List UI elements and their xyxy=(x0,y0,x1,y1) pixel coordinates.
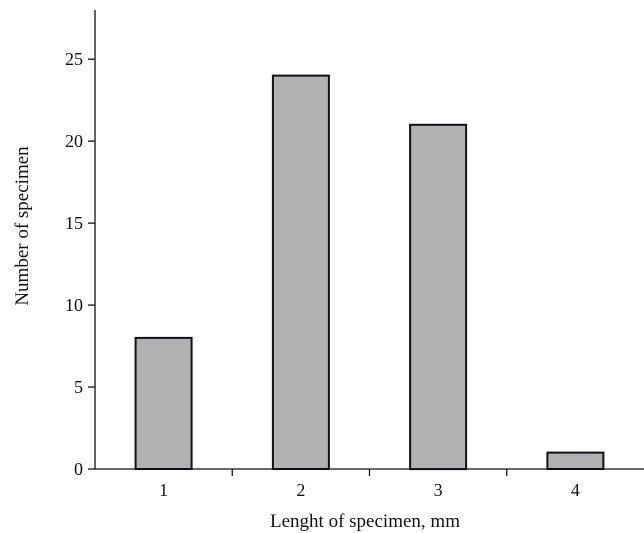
x-ticks-layer: 1 2 3 4 xyxy=(159,469,580,500)
x-tick-label-4: 4 xyxy=(571,480,580,500)
bar-3 xyxy=(409,123,468,471)
y-tick-label-25: 25 xyxy=(65,49,83,69)
y-axis-title: Number of specimen xyxy=(12,146,33,306)
bars-layer xyxy=(134,74,605,471)
y-tick-label-5: 5 xyxy=(74,377,83,397)
bar-2 xyxy=(271,74,330,470)
y-tick-label-20: 20 xyxy=(65,131,83,151)
x-tick-label-1: 1 xyxy=(159,480,168,500)
y-tick-label-15: 15 xyxy=(65,213,83,233)
bar-4 xyxy=(546,451,605,471)
y-tick-label-0: 0 xyxy=(74,459,83,479)
y-tick-label-10: 10 xyxy=(65,295,83,315)
bar-1 xyxy=(134,336,193,470)
x-tick-label-2: 2 xyxy=(296,480,305,500)
x-axis-title: Lenght of specimen, mm xyxy=(270,511,460,532)
x-tick-label-3: 3 xyxy=(434,480,443,500)
y-ticks-layer: 0 5 10 15 20 25 xyxy=(65,49,95,479)
